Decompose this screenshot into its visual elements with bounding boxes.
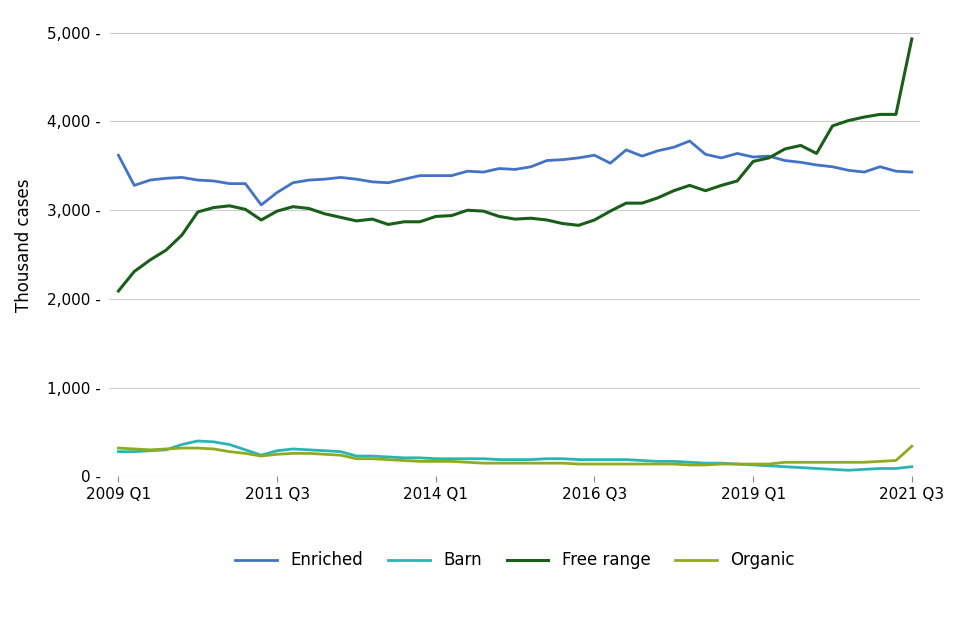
Organic (906, 442, 918, 450)
Barn (843, 467, 854, 474)
Free range (890, 111, 901, 118)
Organic (112, 444, 124, 452)
Organic (700, 461, 711, 468)
Enriched (652, 147, 663, 155)
Organic (367, 455, 378, 463)
Enriched (715, 154, 727, 162)
Free range (684, 182, 695, 189)
Enriched (906, 168, 918, 176)
Barn (700, 460, 711, 467)
Barn (367, 452, 378, 460)
Barn (112, 448, 124, 456)
Line: Enriched: Enriched (118, 141, 912, 205)
Enriched (890, 167, 901, 175)
Organic (287, 449, 299, 457)
Barn (192, 437, 204, 445)
Line: Free range: Free range (118, 39, 912, 291)
Organic (890, 457, 901, 465)
Y-axis label: Thousand cases: Thousand cases (15, 179, 33, 312)
Legend: Enriched, Barn, Free range, Organic: Enriched, Barn, Free range, Organic (228, 545, 802, 576)
Free range (906, 35, 918, 43)
Barn (382, 453, 394, 461)
Organic (350, 455, 362, 463)
Enriched (112, 152, 124, 159)
Free range (367, 215, 378, 223)
Line: Barn: Barn (118, 441, 912, 470)
Barn (906, 463, 918, 470)
Organic (636, 460, 648, 468)
Organic (684, 461, 695, 468)
Barn (890, 465, 901, 472)
Free range (112, 287, 124, 295)
Enriched (367, 178, 378, 186)
Barn (303, 446, 315, 454)
Free range (350, 217, 362, 225)
Free range (636, 199, 648, 207)
Enriched (382, 179, 394, 187)
Enriched (255, 201, 267, 209)
Enriched (303, 176, 315, 184)
Enriched (684, 137, 695, 145)
Line: Organic: Organic (118, 446, 912, 465)
Barn (652, 458, 663, 465)
Free range (287, 203, 299, 211)
